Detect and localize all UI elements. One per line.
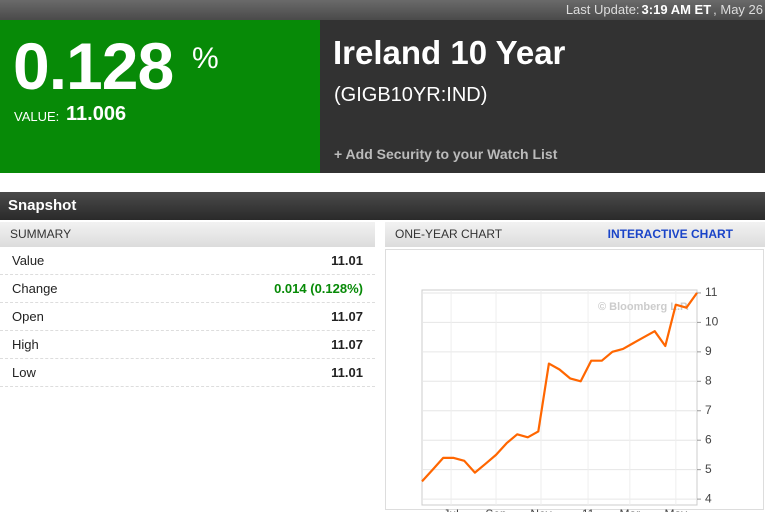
x-tick-label: Jul bbox=[443, 507, 458, 512]
summary-label: Low bbox=[12, 365, 36, 380]
y-tick-label: 4 bbox=[705, 491, 712, 505]
value: 11.006 bbox=[66, 103, 127, 125]
chart-panel: ONE-YEAR CHART INTERACTIVE CHART 4 5 6 7 8 9 1… bbox=[385, 222, 765, 512]
x-tick-label: Mar bbox=[620, 507, 641, 512]
summary-row: High 11.07 bbox=[0, 331, 375, 359]
x-tick-label: Sep bbox=[485, 507, 507, 512]
watch-link[interactable]: + Add Security to your Watch List bbox=[334, 146, 558, 162]
top-bar: Last Update: 3:19 AM ET, May 26 bbox=[0, 0, 765, 20]
summary-panel: SUMMARY Value 11.01 Change 0.014 (0.128%) Op… bbox=[0, 222, 375, 387]
summary-row: Change 0.014 (0.128%) bbox=[0, 275, 375, 303]
x-tick-label: 11 bbox=[582, 507, 595, 512]
chart-header: ONE-YEAR CHART INTERACTIVE CHART bbox=[385, 222, 765, 247]
chart: 4 5 6 7 8 9 10 11 Jul Sep Nov 11 Mar May © Bloomberg L… bbox=[385, 249, 764, 512]
summary-header: SUMMARY bbox=[0, 222, 375, 247]
summary-value: 11.07 bbox=[331, 309, 363, 324]
summary-label: Change bbox=[12, 281, 58, 296]
update-label: Last Update: bbox=[565, 2, 640, 17]
y-tick-label: 11 bbox=[705, 285, 718, 299]
y-tick-label: 7 bbox=[705, 403, 712, 417]
y-tick-label: 10 bbox=[705, 315, 719, 329]
x-tick-label: Nov bbox=[530, 507, 551, 512]
summary-label: Value bbox=[12, 253, 45, 268]
security-name: Ireland 10 Year bbox=[333, 34, 566, 71]
chart-title: ONE-YEAR CHART bbox=[395, 227, 503, 241]
snapshot-bar: Snapshot bbox=[0, 192, 765, 220]
summary-value: 11.01 bbox=[331, 365, 363, 380]
summary-label: Open bbox=[12, 309, 44, 324]
update-date: , May 26 bbox=[713, 2, 763, 17]
security-ticker: (GIGB10YR:IND) bbox=[334, 84, 488, 106]
security-box: Ireland 10 Year (GIGB10YR:IND) + Add Sec… bbox=[320, 20, 765, 173]
x-tick-label: May bbox=[665, 507, 688, 512]
watermark: © Bloomberg L.P. bbox=[598, 301, 689, 313]
summary-row: Value 11.01 bbox=[0, 247, 375, 275]
update-time: 3:19 AM ET bbox=[641, 2, 712, 17]
summary-value: 0.014 (0.128%) bbox=[274, 281, 363, 296]
change-percent: 0.128 bbox=[13, 29, 174, 103]
summary-label: High bbox=[12, 337, 39, 352]
summary-rows: Value 11.01 Change 0.014 (0.128%) Open 11.07 H… bbox=[0, 247, 375, 387]
y-tick-label: 6 bbox=[705, 432, 712, 446]
summary-value: 11.07 bbox=[331, 337, 363, 352]
quote-box: 0.128 % VALUE: 11.006 bbox=[0, 20, 320, 173]
summary-row: Low 11.01 bbox=[0, 359, 375, 387]
y-tick-label: 8 bbox=[705, 373, 712, 387]
percent-sign: % bbox=[192, 42, 219, 75]
y-tick-label: 5 bbox=[705, 462, 712, 476]
value-label: VALUE: bbox=[14, 109, 60, 124]
line bbox=[421, 292, 698, 483]
interactive-link[interactable]: INTERACTIVE CHART bbox=[607, 227, 733, 241]
y-tick-label: 9 bbox=[705, 344, 712, 358]
summary-value: 11.01 bbox=[331, 253, 363, 268]
summary-row: Open 11.07 bbox=[0, 303, 375, 331]
